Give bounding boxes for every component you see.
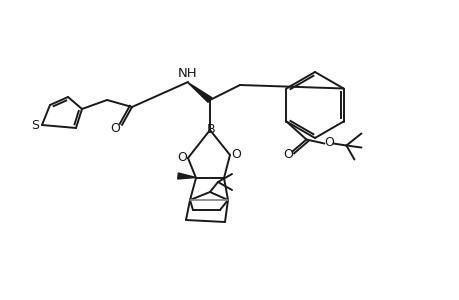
Text: B: B <box>206 122 215 136</box>
Text: O: O <box>110 122 120 134</box>
Text: S: S <box>31 118 39 131</box>
Text: NH: NH <box>178 67 197 80</box>
Text: O: O <box>283 148 293 161</box>
Text: O: O <box>324 136 334 149</box>
Polygon shape <box>187 82 212 102</box>
Polygon shape <box>177 173 196 179</box>
Text: O: O <box>177 151 186 164</box>
Text: O: O <box>230 148 241 160</box>
